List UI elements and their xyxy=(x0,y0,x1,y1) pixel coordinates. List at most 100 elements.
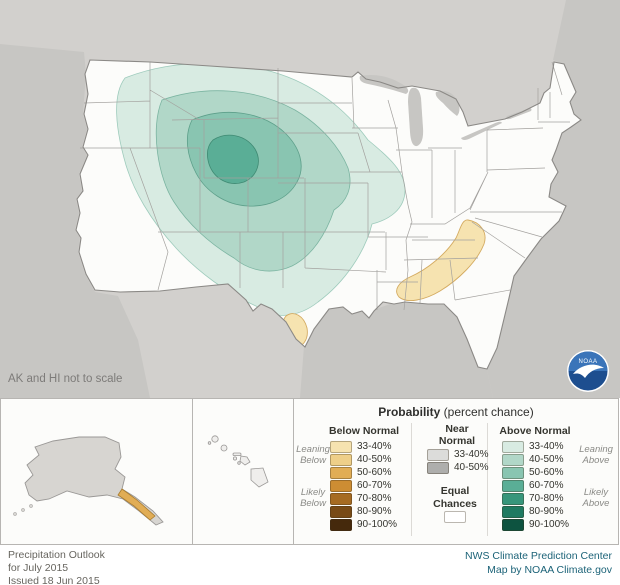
near-normal-header: Near Normal xyxy=(438,423,476,448)
color-swatch xyxy=(502,466,524,479)
probability-legend: Probability (percent chance) Below Norma… xyxy=(293,398,619,545)
leaning-below-label: Leaning Below xyxy=(296,444,330,467)
aleutian-island xyxy=(29,504,33,508)
leaning-above-label: Leaning Above xyxy=(579,444,613,467)
range-label: 90-100% xyxy=(529,519,570,530)
footer-credit-line2: Map by NOAA Climate.gov xyxy=(487,564,612,577)
footer-issued-date: Issued 18 Jun 2015 xyxy=(8,574,100,585)
hawaii-map xyxy=(207,435,269,488)
us-map: AK and HI not to scale NOAA xyxy=(0,0,620,398)
footer-title: Precipitation Outlook for July 2015 Issu… xyxy=(8,549,105,585)
above-row: 40-50% xyxy=(502,453,564,466)
hawaii-inset xyxy=(192,398,294,545)
range-label: 60-70% xyxy=(529,480,564,491)
probability-shading xyxy=(116,62,486,348)
above-row: 70-80% xyxy=(502,492,564,505)
below-row: 33-40% xyxy=(330,440,392,453)
range-label: 40-50% xyxy=(357,454,392,465)
footer: Precipitation Outlook for July 2015 Issu… xyxy=(0,545,620,585)
above-row: 60-70% xyxy=(502,479,564,492)
island-hawaii xyxy=(250,467,269,488)
range-label: 60-70% xyxy=(357,480,392,491)
above-row: 50-60% xyxy=(502,466,564,479)
above-row: 33-40% xyxy=(502,440,564,453)
color-swatch xyxy=(502,492,524,505)
footer-credit: NWS Climate Prediction Center Map by NOA… xyxy=(465,549,612,577)
aleutian-island xyxy=(13,512,17,516)
color-swatch xyxy=(330,505,352,518)
range-label: 33-40% xyxy=(529,441,564,452)
color-swatch xyxy=(330,479,352,492)
legend-title: Probability (percent chance) xyxy=(294,405,618,419)
color-swatch xyxy=(330,492,352,505)
range-label: 80-90% xyxy=(529,506,564,517)
equal-chances-row xyxy=(444,510,466,523)
island-oahu xyxy=(220,444,228,452)
range-label: 50-60% xyxy=(529,467,564,478)
alaska-land xyxy=(24,436,164,526)
near-row: 33-40% xyxy=(427,448,489,461)
above-normal-60-70-region xyxy=(206,134,259,184)
alaska-inset xyxy=(0,398,193,545)
noaa-logo: NOAA xyxy=(567,350,609,392)
range-label: 33-40% xyxy=(357,441,392,452)
likely-above-label: Likely Above xyxy=(582,487,610,510)
below-row: 80-90% xyxy=(330,505,392,518)
below-row: 90-100% xyxy=(330,518,398,531)
footer-credit-line1: NWS Climate Prediction Center xyxy=(464,550,612,562)
legend-divider xyxy=(411,423,412,536)
color-swatch xyxy=(502,505,524,518)
below-row: 60-70% xyxy=(330,479,392,492)
equal-chances-label: Equal Chances xyxy=(433,485,477,510)
legend-title-note: (percent chance) xyxy=(443,405,534,419)
alaska-map xyxy=(13,436,164,526)
lake-erie xyxy=(461,121,502,140)
near-row: 40-50% xyxy=(427,461,489,474)
pacific-ocean xyxy=(0,44,150,398)
island-niihau xyxy=(207,441,212,445)
range-label: 33-40% xyxy=(454,449,489,460)
color-swatch xyxy=(427,461,449,474)
footer-title-line2: for July 2015 xyxy=(8,561,69,574)
color-swatch xyxy=(502,440,524,453)
island-lanai xyxy=(233,456,238,461)
color-swatch xyxy=(330,440,352,453)
below-normal-header: Below Normal xyxy=(328,425,399,437)
color-swatch xyxy=(330,466,352,479)
gulf-of-mexico xyxy=(300,303,493,398)
range-label: 50-60% xyxy=(357,467,392,478)
color-swatch xyxy=(502,453,524,466)
above-row: 80-90% xyxy=(502,505,564,518)
color-swatch xyxy=(330,518,352,531)
above-row: 90-100% xyxy=(502,518,570,531)
hawaiian-islands xyxy=(207,435,269,488)
legend-divider xyxy=(487,423,488,536)
conus-outline xyxy=(75,59,582,370)
color-swatch xyxy=(502,518,524,531)
legend-title-word: Probability xyxy=(378,405,441,419)
noaa-logo-text: NOAA xyxy=(578,359,597,365)
range-label: 90-100% xyxy=(357,519,398,530)
range-label: 40-50% xyxy=(454,462,489,473)
range-label: 40-50% xyxy=(529,454,564,465)
below-row: 50-60% xyxy=(330,466,392,479)
color-swatch xyxy=(330,453,352,466)
range-label: 80-90% xyxy=(357,506,392,517)
below-row: 40-50% xyxy=(330,453,392,466)
range-label: 70-80% xyxy=(357,493,392,504)
lake-michigan xyxy=(408,87,424,147)
aleutian-island xyxy=(21,508,25,512)
color-swatch xyxy=(502,479,524,492)
footer-title-line1: Precipitation Outlook xyxy=(8,549,105,561)
color-swatch xyxy=(444,510,466,523)
range-label: 70-80% xyxy=(529,493,564,504)
island-maui xyxy=(239,455,251,466)
scale-note: AK and HI not to scale xyxy=(8,373,122,385)
above-normal-header: Above Normal xyxy=(499,425,571,437)
island-kauai xyxy=(211,435,219,443)
island-kahoolawe xyxy=(237,461,241,465)
bottom-strip: Probability (percent chance) Below Norma… xyxy=(0,398,620,545)
below-row: 70-80% xyxy=(330,492,392,505)
island-molokai xyxy=(232,452,242,456)
